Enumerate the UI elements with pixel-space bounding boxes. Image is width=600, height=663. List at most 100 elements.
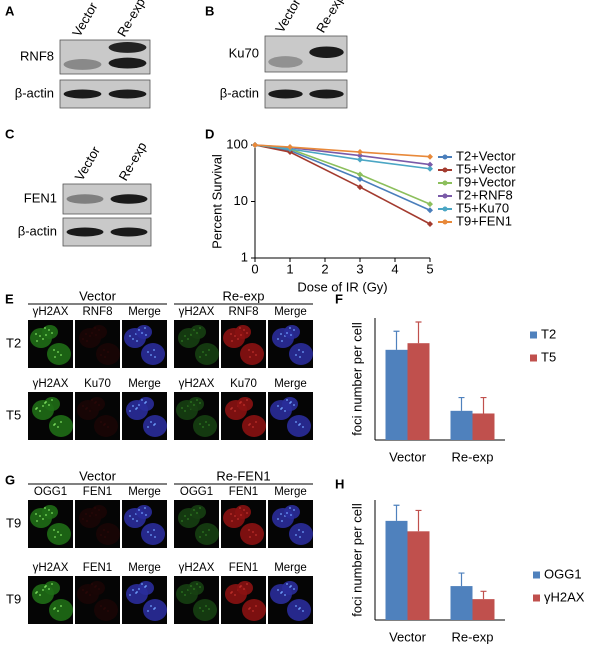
focus [181,520,183,522]
focus [107,351,109,353]
nucleus [136,505,152,519]
focus [199,356,201,358]
channel-label: OGG1 [180,486,213,498]
point [287,149,293,156]
focus [181,591,183,593]
nucleus [141,343,165,365]
focus [100,421,102,423]
column-label: Re-exp [313,0,347,35]
focus [86,340,88,342]
focus [199,423,201,425]
focus [129,335,131,337]
focus [298,349,300,351]
nucleus [47,523,71,545]
focus [243,404,245,406]
bar [385,520,408,620]
focus [138,509,140,511]
channel-label: γH2AX [179,378,215,390]
point [287,144,293,151]
focus [190,334,192,336]
focus [246,399,248,401]
nucleus [282,581,298,595]
focus [91,583,93,585]
row-label: T9 [6,591,21,606]
focus [237,518,239,520]
focus [249,536,251,538]
focus [48,404,50,406]
focus [45,401,47,403]
focus [132,338,134,340]
group-label: Vector [79,288,117,303]
nucleus [89,581,105,595]
channel-label: γH2AX [179,306,215,318]
nucleus [188,581,204,595]
focus [36,520,38,522]
focus [237,338,239,340]
nucleus [195,343,219,365]
focus [103,529,105,531]
focus [234,410,236,412]
focus [132,405,134,407]
focus [205,605,207,607]
nucleus [284,325,300,339]
x-tick-label: Vector [389,449,427,464]
legend-label: T9+FEN1 [456,213,512,228]
focus [103,349,105,351]
focus [248,349,250,351]
channel-label: FEN1 [229,486,258,498]
blot-band [268,89,303,99]
focus [196,583,198,585]
focus [136,407,138,409]
blot-band [108,89,147,99]
focus [196,332,198,334]
y-tick-label: 100 [226,136,248,151]
focus [132,518,134,520]
channel-label: Merge [274,562,307,574]
focus [145,585,147,587]
focus [281,340,283,342]
nucleus [242,415,266,437]
nucleus [49,415,73,437]
row-label: β-actin [18,223,57,238]
error-bar [458,396,465,411]
error-bar [480,396,487,414]
focus [53,349,55,351]
panel-label: E [5,291,14,306]
focus [289,507,291,509]
bar [472,599,495,620]
nucleus [240,343,264,365]
bar [407,531,430,620]
channel-label: Merge [128,562,161,574]
focus [281,591,283,593]
focus [48,509,50,511]
y-tick-label: 1 [241,249,248,264]
focus [286,512,288,514]
channel-label: Merge [128,486,161,498]
focus [290,334,292,336]
legend-label: T9+Vector [456,174,516,189]
legend-label: T2+RNF8 [456,187,513,202]
focus [295,354,297,356]
focus [202,610,204,612]
focus [98,509,100,511]
nucleus [143,599,167,621]
channel-label: γH2AX [33,306,69,318]
focus [144,327,146,329]
focus [95,401,97,403]
nucleus [235,505,251,519]
focus [35,333,37,335]
focus [181,407,183,409]
focus [42,405,44,407]
focus [277,405,279,407]
nucleus [235,325,251,339]
point [427,207,433,214]
focus [57,531,59,533]
blot-band [66,227,104,237]
focus [255,354,257,356]
focus [82,589,84,591]
focus [98,404,100,406]
focus [104,356,106,358]
focus [277,338,279,340]
focus [136,340,138,342]
x-tick-label: Re-exp [452,449,494,464]
